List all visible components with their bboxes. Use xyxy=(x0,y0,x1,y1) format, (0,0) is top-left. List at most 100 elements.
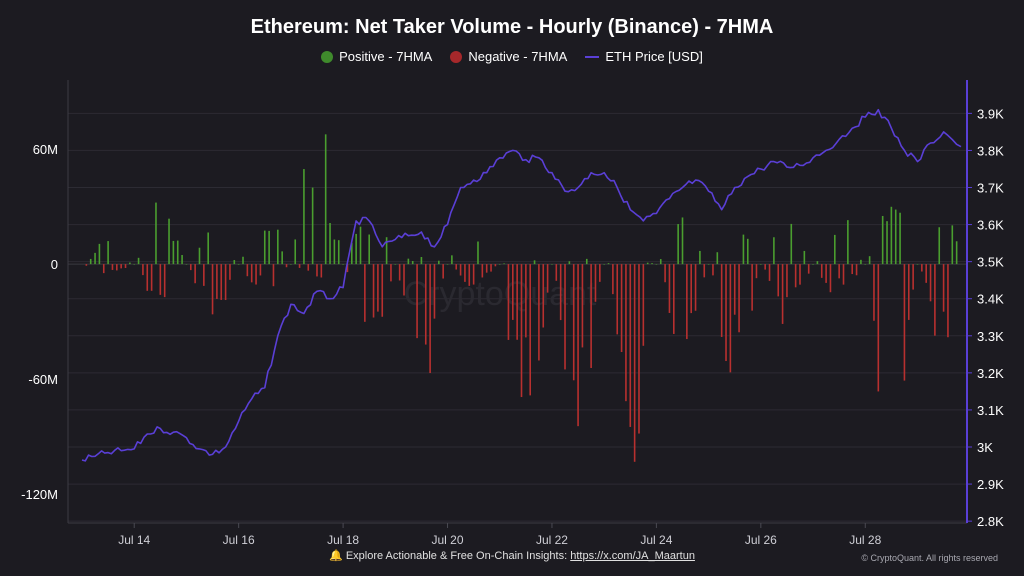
x-tick-label: Jul 22 xyxy=(536,533,568,547)
positive-bar xyxy=(181,255,183,265)
positive-bar xyxy=(281,251,283,265)
negative-bar xyxy=(538,264,540,361)
positive-bar xyxy=(881,215,884,265)
negative-bar xyxy=(120,264,122,269)
y-right-tick-label: 2.9K xyxy=(977,477,1004,492)
positive-bar xyxy=(894,209,897,265)
negative-bar xyxy=(316,264,318,277)
negative-bar xyxy=(459,264,462,276)
positive-bar xyxy=(868,256,871,265)
positive-bar xyxy=(812,264,814,265)
positive-bar xyxy=(860,259,862,265)
negative-bar xyxy=(794,264,797,288)
y-left-tick-label: 0 xyxy=(51,257,58,272)
positive-bar xyxy=(651,263,653,265)
negative-bar xyxy=(102,264,105,274)
negative-bar xyxy=(599,264,601,282)
legend-price[interactable]: ETH Price [USD] xyxy=(585,49,703,64)
negative-bar xyxy=(572,264,575,381)
negative-bar xyxy=(712,264,714,276)
eth-price-line xyxy=(81,108,962,462)
positive-bar xyxy=(498,264,501,265)
negative-bar xyxy=(929,264,932,302)
negative-bar xyxy=(442,264,444,279)
positive-bar xyxy=(646,262,649,265)
legend-price-label: ETH Price [USD] xyxy=(605,49,703,64)
negative-bar xyxy=(851,264,854,275)
bars-layer xyxy=(85,134,958,462)
negative-bar xyxy=(203,264,205,286)
negative-bar xyxy=(733,264,736,315)
positive-bar xyxy=(207,232,209,265)
negative-bar xyxy=(272,264,275,287)
positive-bar xyxy=(446,264,449,265)
positive-bar xyxy=(168,218,170,265)
negative-bar xyxy=(220,264,223,300)
y-right-tick-label: 3.7K xyxy=(977,181,1004,196)
negative-bar xyxy=(116,264,118,271)
negative-bar xyxy=(755,264,758,279)
positive-bar xyxy=(585,258,588,265)
negative-bar xyxy=(529,264,532,396)
positive-bar xyxy=(864,264,867,265)
positive-bar xyxy=(311,187,314,265)
negative-bar xyxy=(189,264,192,271)
negative-bar xyxy=(511,264,514,320)
negative-bar xyxy=(921,264,923,272)
positive-bar xyxy=(677,224,679,265)
positive-bar xyxy=(707,264,710,265)
footer-link[interactable]: https://x.com/JA_Maartun xyxy=(570,550,695,562)
copyright: © CryptoQuant. All rights reserved xyxy=(861,553,998,563)
negative-bar xyxy=(468,264,471,286)
positive-bar xyxy=(746,238,749,265)
negative-bar xyxy=(542,264,545,328)
positive-bar xyxy=(342,264,344,265)
negative-bar xyxy=(163,264,166,298)
positive-bar xyxy=(655,264,658,265)
footer: 🔔 Explore Actionable & Free On-Chain Ins… xyxy=(0,549,1024,562)
negative-bar xyxy=(877,264,880,392)
negative-bar xyxy=(307,264,310,271)
x-tick-label: Jul 14 xyxy=(118,533,150,547)
positive-bar xyxy=(438,260,440,265)
legend-negative[interactable]: Negative - 7HMA xyxy=(450,49,567,64)
negative-bar xyxy=(694,264,697,311)
positive-bar xyxy=(268,230,270,265)
positive-bar xyxy=(411,261,414,265)
negative-bar xyxy=(464,264,466,282)
negative-bar xyxy=(424,264,427,345)
negative-bar xyxy=(633,264,636,462)
negative-bar xyxy=(285,264,288,268)
y-right-tick-label: 3.4K xyxy=(977,292,1004,307)
negative-bar xyxy=(250,264,253,283)
y-right-tick-label: 3.5K xyxy=(977,255,1004,270)
y-left-tick-label: -120M xyxy=(21,487,58,502)
negative-bar xyxy=(216,264,218,299)
y-right-tick-label: 3K xyxy=(977,440,993,455)
negative-bar xyxy=(577,264,579,427)
negative-bar xyxy=(390,264,392,282)
positive-bar xyxy=(407,258,410,265)
negative-bar xyxy=(673,264,675,334)
negative-bar xyxy=(842,264,845,285)
negative-bar xyxy=(429,264,431,374)
negative-bar xyxy=(377,264,379,312)
negative-bar xyxy=(720,264,723,337)
legend-positive[interactable]: Positive - 7HMA xyxy=(321,49,432,64)
x-tick-label: Jul 26 xyxy=(745,533,777,547)
bell-icon: 🔔 xyxy=(329,550,343,562)
negative-bar xyxy=(820,264,823,278)
positive-bar xyxy=(420,257,423,265)
positive-bar xyxy=(477,241,479,265)
negative-bar xyxy=(594,264,597,302)
y-right-tick-label: 2.8K xyxy=(977,514,1004,529)
price-layer xyxy=(81,108,962,462)
negative-bar xyxy=(703,264,706,278)
negative-bar xyxy=(912,264,914,290)
positive-bar xyxy=(773,237,775,265)
y-right-tick-label: 3.8K xyxy=(977,143,1004,158)
negative-bar xyxy=(150,264,153,291)
positive-bar xyxy=(176,240,179,265)
positive-bar xyxy=(503,263,505,265)
